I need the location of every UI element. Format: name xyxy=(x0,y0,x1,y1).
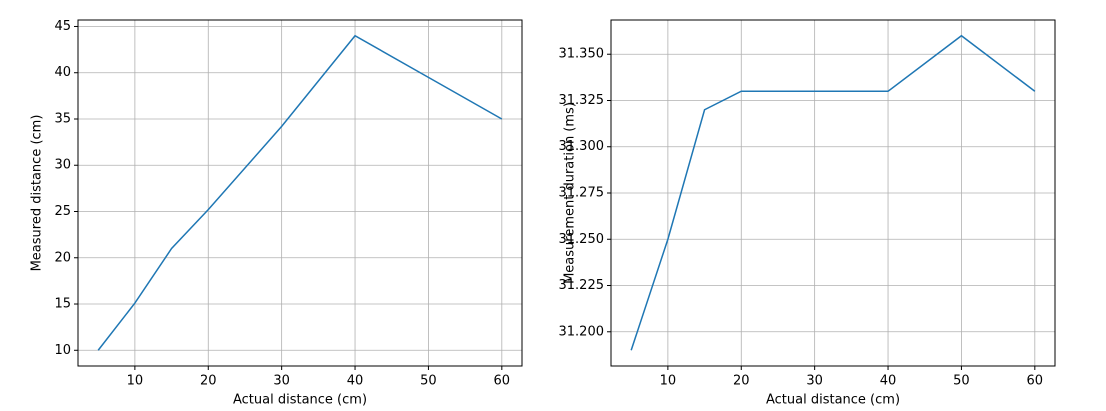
y-tick-label: 25 xyxy=(54,204,71,219)
x-axis-label: Actual distance (cm) xyxy=(233,393,367,408)
y-tick-label: 31.275 xyxy=(559,186,605,201)
x-tick-label: 30 xyxy=(273,374,290,389)
x-tick-label: 10 xyxy=(660,374,677,389)
y-tick-label: 31.325 xyxy=(559,93,605,108)
y-tick-label: 45 xyxy=(54,19,71,34)
y-tick-label: 31.225 xyxy=(559,278,605,293)
y-axis-label: Measurement duration (ms) xyxy=(563,102,578,284)
plot-frame xyxy=(610,19,1056,367)
y-tick-label: 40 xyxy=(54,65,71,80)
x-tick-label: 60 xyxy=(494,374,511,389)
y-tick-label: 15 xyxy=(54,297,71,312)
y-tick-label: 31.350 xyxy=(559,47,605,62)
x-axis-label: Actual distance (cm) xyxy=(766,393,900,408)
plot-frame xyxy=(77,19,523,367)
x-tick-label: 40 xyxy=(347,374,364,389)
x-tick-label: 50 xyxy=(953,374,970,389)
y-tick-label: 31.200 xyxy=(559,324,605,339)
y-tick-label: 30 xyxy=(54,158,71,173)
y-tick-label: 31.300 xyxy=(559,139,605,154)
y-tick-label: 35 xyxy=(54,111,71,126)
data-line xyxy=(97,34,503,351)
x-tick-label: 20 xyxy=(733,374,750,389)
x-tick-label: 20 xyxy=(200,374,217,389)
y-tick-label: 20 xyxy=(54,250,71,265)
x-tick-label: 10 xyxy=(127,374,144,389)
x-tick-label: 60 xyxy=(1027,374,1044,389)
data-line xyxy=(630,34,1036,351)
y-tick-label: 31.250 xyxy=(559,232,605,247)
x-tick-label: 50 xyxy=(420,374,437,389)
y-axis-label: Measured distance (cm) xyxy=(30,115,45,272)
x-tick-label: 40 xyxy=(880,374,897,389)
y-tick-label: 10 xyxy=(54,343,71,358)
x-tick-label: 30 xyxy=(806,374,823,389)
